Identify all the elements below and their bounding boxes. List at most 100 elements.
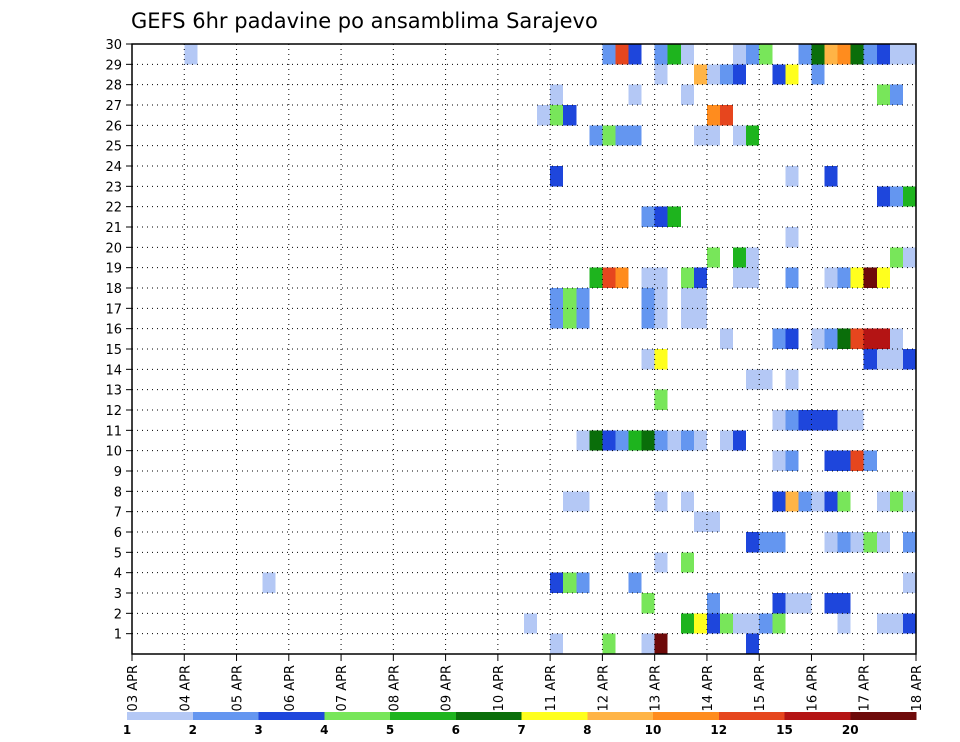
legend-label: 10: [645, 723, 662, 737]
heatmap-cell: [654, 552, 668, 573]
heatmap-cell: [850, 532, 864, 553]
heatmap-cell: [576, 572, 590, 593]
heatmap-cell: [798, 593, 812, 614]
y-tick-label: 17: [105, 302, 122, 317]
heatmap-cell: [680, 44, 694, 65]
y-tick-label: 1: [114, 628, 122, 643]
x-tick-label: 07 APR: [335, 665, 350, 711]
heatmap-cell: [720, 105, 734, 126]
plot-frame: [131, 43, 917, 655]
heatmap-cell: [850, 410, 864, 431]
legend-swatch: [587, 712, 654, 720]
heatmap-cell: [680, 308, 694, 329]
heatmap-cell: [550, 84, 564, 105]
heatmap-cell: [824, 410, 838, 431]
y-tick-label: 15: [105, 343, 122, 358]
heatmap-cell: [824, 44, 838, 65]
heatmap-cell: [667, 44, 681, 65]
heatmap-cell: [667, 206, 681, 227]
heatmap-cell: [889, 186, 903, 207]
heatmap-cell: [889, 491, 903, 512]
x-tick-label: 16 APR: [805, 665, 820, 711]
heatmap-cell: [706, 613, 720, 634]
y-tick-label: 4: [114, 567, 122, 582]
heatmap-cell: [798, 410, 812, 431]
heatmap-cell: [824, 593, 838, 614]
heatmap-cell: [589, 125, 603, 146]
heatmap-cell: [785, 491, 799, 512]
grid-lines: [132, 44, 916, 654]
heatmap-cell: [680, 430, 694, 451]
heatmap-cell: [576, 288, 590, 309]
y-tick-label: 20: [105, 241, 122, 256]
heatmap-cell: [720, 430, 734, 451]
heatmap-cell: [876, 532, 890, 553]
heatmap-cell: [563, 572, 577, 593]
heatmap-cell: [654, 389, 668, 410]
heatmap-cell: [902, 613, 916, 634]
heatmap-cell: [902, 186, 916, 207]
heatmap-cell: [785, 593, 799, 614]
heatmap-cell: [902, 532, 916, 553]
legend-swatch: [521, 712, 588, 720]
x-tick-label: 03 APR: [126, 665, 141, 711]
heatmap-cell: [733, 64, 747, 85]
y-tick-label: 2: [114, 607, 122, 622]
y-tick-label: 7: [114, 506, 122, 521]
legend-swatch: [718, 712, 785, 720]
heatmap-cell: [746, 613, 760, 634]
heatmap-cell: [550, 288, 564, 309]
y-tick-label: 16: [105, 323, 122, 338]
heatmap-cell: [850, 44, 864, 65]
heatmap-cell: [837, 450, 851, 471]
heatmap-cell: [641, 206, 655, 227]
heatmap-cell: [785, 328, 799, 349]
heatmap-cell: [641, 349, 655, 370]
x-tick-label: 11 APR: [544, 665, 559, 711]
x-tick-label: 06 APR: [283, 665, 298, 711]
heatmap-cell: [785, 450, 799, 471]
heatmap-cell: [824, 267, 838, 288]
heatmap-cell: [876, 267, 890, 288]
y-tick-label: 13: [105, 384, 122, 399]
heatmap-cell: [589, 430, 603, 451]
chart-title: GEFS 6hr padavine po ansamblima Sarajevo: [131, 9, 598, 33]
legend-swatch: [784, 712, 851, 720]
heatmap-cell: [563, 491, 577, 512]
heatmap-cell: [837, 593, 851, 614]
heatmap-cell: [641, 308, 655, 329]
x-tick-label: 08 APR: [387, 665, 402, 711]
heatmap-cell: [602, 633, 616, 654]
heatmap-cell: [772, 328, 786, 349]
heatmap-cell: [680, 267, 694, 288]
heatmap-cell: [680, 288, 694, 309]
heatmap-cell: [628, 44, 642, 65]
heatmap-cell: [824, 491, 838, 512]
heatmap-cell: [798, 491, 812, 512]
heatmap-cell: [863, 328, 877, 349]
heatmap-cell: [524, 613, 538, 634]
heatmap-cell: [693, 125, 707, 146]
y-tick-label: 26: [105, 119, 122, 134]
y-tick-label: 23: [105, 180, 122, 195]
heatmap-cell: [641, 288, 655, 309]
heatmap-cell: [785, 410, 799, 431]
color-legend: 1 2 3 4 5 6 7 8 10 12 15 20: [123, 712, 917, 737]
heatmap-cell: [550, 105, 564, 126]
heatmap-cell: [785, 369, 799, 390]
heatmap-cell: [772, 491, 786, 512]
legend-label: 20: [842, 723, 859, 737]
legend-label: 6: [452, 723, 460, 737]
heatmap-cell: [667, 430, 681, 451]
heatmap-cell: [746, 267, 760, 288]
heatmap-cell: [654, 430, 668, 451]
heatmap-cell: [837, 328, 851, 349]
heatmap-cell: [693, 511, 707, 532]
heatmap-cell: [733, 430, 747, 451]
x-tick-label: 09 APR: [440, 665, 455, 711]
heatmap-cell: [876, 613, 890, 634]
heatmap-cell: [654, 267, 668, 288]
y-tick-label: 29: [105, 58, 122, 73]
heatmap-cell: [863, 349, 877, 370]
heatmap-cell: [746, 633, 760, 654]
